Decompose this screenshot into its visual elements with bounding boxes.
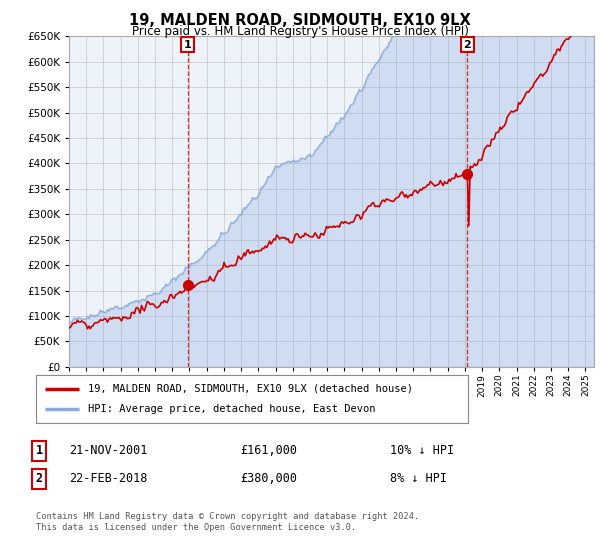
Text: 8% ↓ HPI: 8% ↓ HPI bbox=[390, 472, 447, 486]
Text: 1: 1 bbox=[184, 40, 191, 50]
Text: HPI: Average price, detached house, East Devon: HPI: Average price, detached house, East… bbox=[88, 404, 376, 414]
Text: 10% ↓ HPI: 10% ↓ HPI bbox=[390, 444, 454, 458]
Text: 19, MALDEN ROAD, SIDMOUTH, EX10 9LX (detached house): 19, MALDEN ROAD, SIDMOUTH, EX10 9LX (det… bbox=[88, 384, 413, 394]
Text: 22-FEB-2018: 22-FEB-2018 bbox=[69, 472, 148, 486]
Text: 2: 2 bbox=[464, 40, 472, 50]
Text: Price paid vs. HM Land Registry's House Price Index (HPI): Price paid vs. HM Land Registry's House … bbox=[131, 25, 469, 38]
Text: 21-NOV-2001: 21-NOV-2001 bbox=[69, 444, 148, 458]
Text: 19, MALDEN ROAD, SIDMOUTH, EX10 9LX: 19, MALDEN ROAD, SIDMOUTH, EX10 9LX bbox=[129, 13, 471, 28]
Text: £161,000: £161,000 bbox=[240, 444, 297, 458]
Text: 1: 1 bbox=[35, 444, 43, 458]
Text: 2: 2 bbox=[35, 472, 43, 486]
Text: Contains HM Land Registry data © Crown copyright and database right 2024.
This d: Contains HM Land Registry data © Crown c… bbox=[36, 512, 419, 532]
Text: £380,000: £380,000 bbox=[240, 472, 297, 486]
